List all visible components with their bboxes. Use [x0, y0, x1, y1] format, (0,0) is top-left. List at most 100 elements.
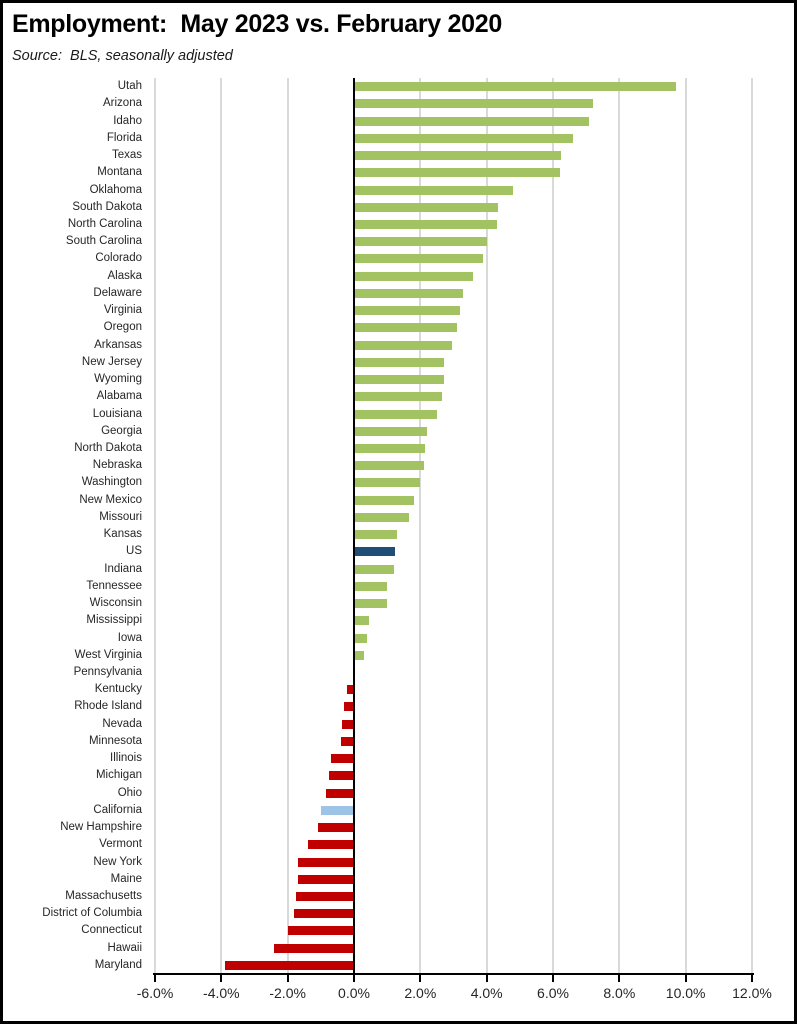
axis-tick-mark	[220, 974, 223, 982]
gridline-8.0%	[618, 78, 621, 974]
chart-source-note: Source: BLS, seasonally adjusted	[12, 48, 233, 64]
bar-district-of-columbia	[294, 909, 354, 919]
category-label: Texas	[111, 149, 142, 162]
category-label: Tennessee	[86, 579, 142, 592]
category-label: Iowa	[117, 631, 142, 644]
category-label: Wisconsin	[89, 597, 142, 610]
category-label: Virginia	[103, 304, 142, 317]
bar-new-jersey	[354, 357, 444, 367]
bar-massachusetts	[295, 891, 354, 901]
bar-idaho	[354, 116, 590, 126]
bar-michigan	[329, 771, 354, 781]
axis-tick-mark	[485, 974, 488, 982]
category-label: Wyoming	[94, 373, 142, 386]
bar-louisiana	[354, 409, 437, 419]
bar-connecticut	[287, 926, 354, 936]
category-label: Oklahoma	[89, 183, 142, 196]
category-label: District of Columbia	[42, 907, 142, 920]
category-label: Idaho	[113, 114, 142, 127]
category-label: New Hampshire	[60, 821, 142, 834]
gridline-10.0%	[684, 78, 687, 974]
gridline--6.0%	[154, 78, 156, 974]
x-axis-line	[153, 973, 754, 975]
category-label: Washington	[81, 476, 142, 489]
category-label: Alaska	[107, 269, 142, 282]
bar-delaware	[354, 288, 464, 298]
category-label: Louisiana	[92, 407, 142, 420]
category-label: Indiana	[104, 562, 142, 575]
bar-missouri	[354, 512, 409, 522]
bar-washington	[354, 478, 421, 488]
bar-new-mexico	[354, 495, 414, 505]
bar-ohio	[325, 788, 354, 798]
bar-minnesota	[340, 736, 354, 746]
axis-tick-label: 4.0%	[470, 985, 503, 1001]
category-label: West Virginia	[74, 648, 142, 661]
axis-tick-mark	[419, 974, 422, 982]
gridline-4.0%	[485, 78, 488, 974]
axis-tick-mark	[751, 974, 753, 982]
bar-kentucky	[347, 685, 354, 695]
category-label: New York	[93, 855, 142, 868]
category-label: North Dakota	[74, 441, 142, 454]
category-label: Missouri	[99, 510, 142, 523]
axis-tick-label: 2.0%	[404, 985, 437, 1001]
category-label: Florida	[106, 131, 142, 144]
gridline-12.0%	[751, 78, 753, 974]
bar-west-virginia	[354, 650, 364, 660]
bar-south-carolina	[354, 237, 487, 247]
bar-north-carolina	[354, 219, 497, 229]
bar-iowa	[354, 633, 368, 643]
category-label: South Carolina	[65, 235, 142, 248]
bar-rhode-island	[344, 702, 354, 712]
category-label: Connecticut	[81, 924, 142, 937]
bar-wyoming	[354, 375, 444, 385]
category-label: Kansas	[103, 528, 142, 541]
axis-tick-mark	[552, 974, 554, 982]
category-label: Hawaii	[107, 941, 142, 954]
category-label: New Jersey	[81, 355, 142, 368]
category-label: Kentucky	[94, 683, 142, 696]
axis-tick-mark	[353, 974, 355, 982]
bar-mississippi	[354, 616, 369, 626]
axis-tick-mark	[684, 974, 687, 982]
chart-title: Employment: May 2023 vs. February 2020	[12, 10, 502, 38]
axis-tick-label: 8.0%	[603, 985, 636, 1001]
bar-maryland	[224, 960, 354, 970]
category-label: Minnesota	[88, 734, 142, 747]
category-label: Rhode Island	[74, 700, 142, 713]
gridline--2.0%	[286, 78, 289, 974]
bar-alaska	[354, 271, 474, 281]
bar-wisconsin	[354, 599, 388, 609]
bar-california	[320, 805, 354, 815]
bar-utah	[354, 82, 676, 92]
axis-tick-label: 6.0%	[537, 985, 569, 1001]
bar-new-york	[297, 857, 354, 867]
plot-area: Utah Arizona Idaho Florida Texas Montana Oklah…	[3, 3, 794, 1021]
axis-tick-mark	[618, 974, 621, 982]
bar-south-dakota	[354, 202, 499, 212]
category-label: Montana	[97, 166, 142, 179]
bar-montana	[354, 168, 560, 178]
bar-oklahoma	[354, 185, 514, 195]
bar-nebraska	[354, 461, 424, 471]
bar-arkansas	[354, 340, 452, 350]
bar-georgia	[354, 426, 427, 436]
category-label: Mississippi	[86, 614, 142, 627]
bar-us	[354, 547, 396, 557]
axis-tick-label: 12.0%	[732, 985, 772, 1001]
bar-hawaii	[274, 943, 354, 953]
axis-tick-label: -2.0%	[269, 985, 306, 1001]
category-label: Maine	[110, 872, 142, 885]
category-label: Pennsylvania	[73, 665, 142, 678]
category-label: Delaware	[93, 286, 142, 299]
category-label: North Carolina	[67, 217, 142, 230]
category-label: Nevada	[102, 717, 142, 730]
bar-colorado	[354, 254, 484, 264]
category-label: Michigan	[95, 769, 142, 782]
axis-tick-mark	[154, 974, 156, 982]
bar-oregon	[354, 323, 457, 333]
category-label: Nebraska	[92, 459, 142, 472]
bar-alabama	[354, 392, 442, 402]
